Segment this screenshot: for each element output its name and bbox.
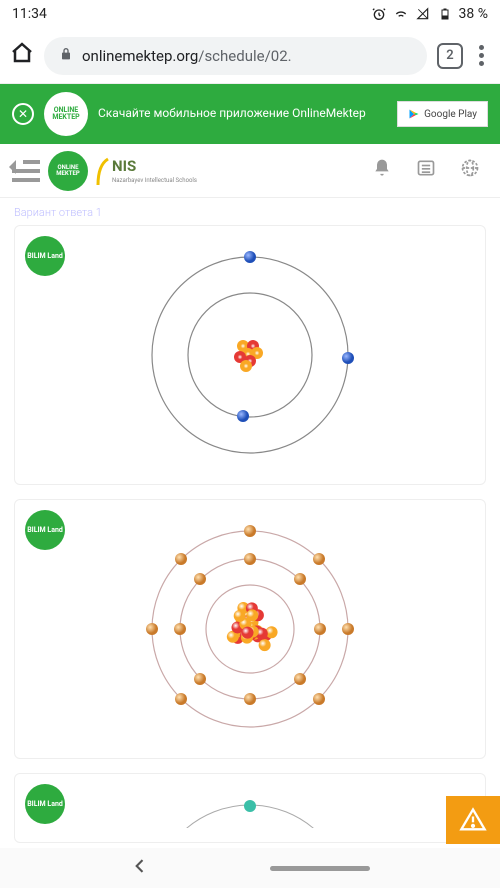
list-icon[interactable] [408,158,444,183]
wifi-icon [393,6,409,22]
atom-diagram-2 [29,514,471,744]
browser-toolbar: onlinemektep.org/schedule/02. 2 [0,28,500,84]
bilim-badge: BILIM Land [25,784,65,824]
battery-icon [437,6,453,22]
status-bar: 11:34 38 % [0,0,500,28]
close-icon[interactable]: ✕ [12,103,34,125]
atom-diagram-3 [29,788,471,828]
globe-icon[interactable] [452,158,488,183]
banner-text: Скачайте мобильное приложение OnlineMekt… [98,106,387,122]
header-logo[interactable]: ONLINEMEKTEP [48,151,88,191]
section-title: Вариант ответа 1 [14,206,486,219]
content-area: Вариант ответа 1 BILIM Land BILIM Land B… [0,198,500,848]
alarm-icon [371,6,387,22]
tab-switcher[interactable]: 2 [437,43,463,69]
banner-logo: ONLINEMEKTEP [44,92,88,136]
battery-percent: 38 % [459,6,488,22]
answer-card-3[interactable]: BILIM Land [14,773,486,843]
system-nav-bar [0,848,500,888]
warning-badge[interactable] [446,796,500,844]
signal-icon [415,6,431,22]
bilim-badge: BILIM Land [25,236,65,276]
bilim-badge: BILIM Land [25,510,65,550]
back-button[interactable] [130,853,150,883]
atom-diagram-1 [29,240,471,470]
url-bar[interactable]: onlinemektep.org/schedule/02. [44,37,427,75]
app-header: ONLINEMEKTEP NISNazarbayev Intellectual … [0,144,500,198]
google-play-button[interactable]: Google Play [397,101,488,127]
bell-icon[interactable] [364,158,400,183]
menu-icon[interactable] [12,160,40,182]
nis-logo: NISNazarbayev Intellectual Schools [96,155,197,187]
url-text: onlinemektep.org/schedule/02. [82,47,292,65]
clock: 11:34 [12,6,47,22]
lock-icon [58,46,74,66]
app-banner: ✕ ONLINEMEKTEP Скачайте мобильное прилож… [0,84,500,144]
overflow-menu-icon[interactable] [473,39,490,72]
answer-card-2[interactable]: BILIM Land [14,499,486,759]
answer-card-1[interactable]: BILIM Land [14,225,486,485]
home-pill[interactable] [270,866,370,871]
home-icon[interactable] [10,41,34,71]
